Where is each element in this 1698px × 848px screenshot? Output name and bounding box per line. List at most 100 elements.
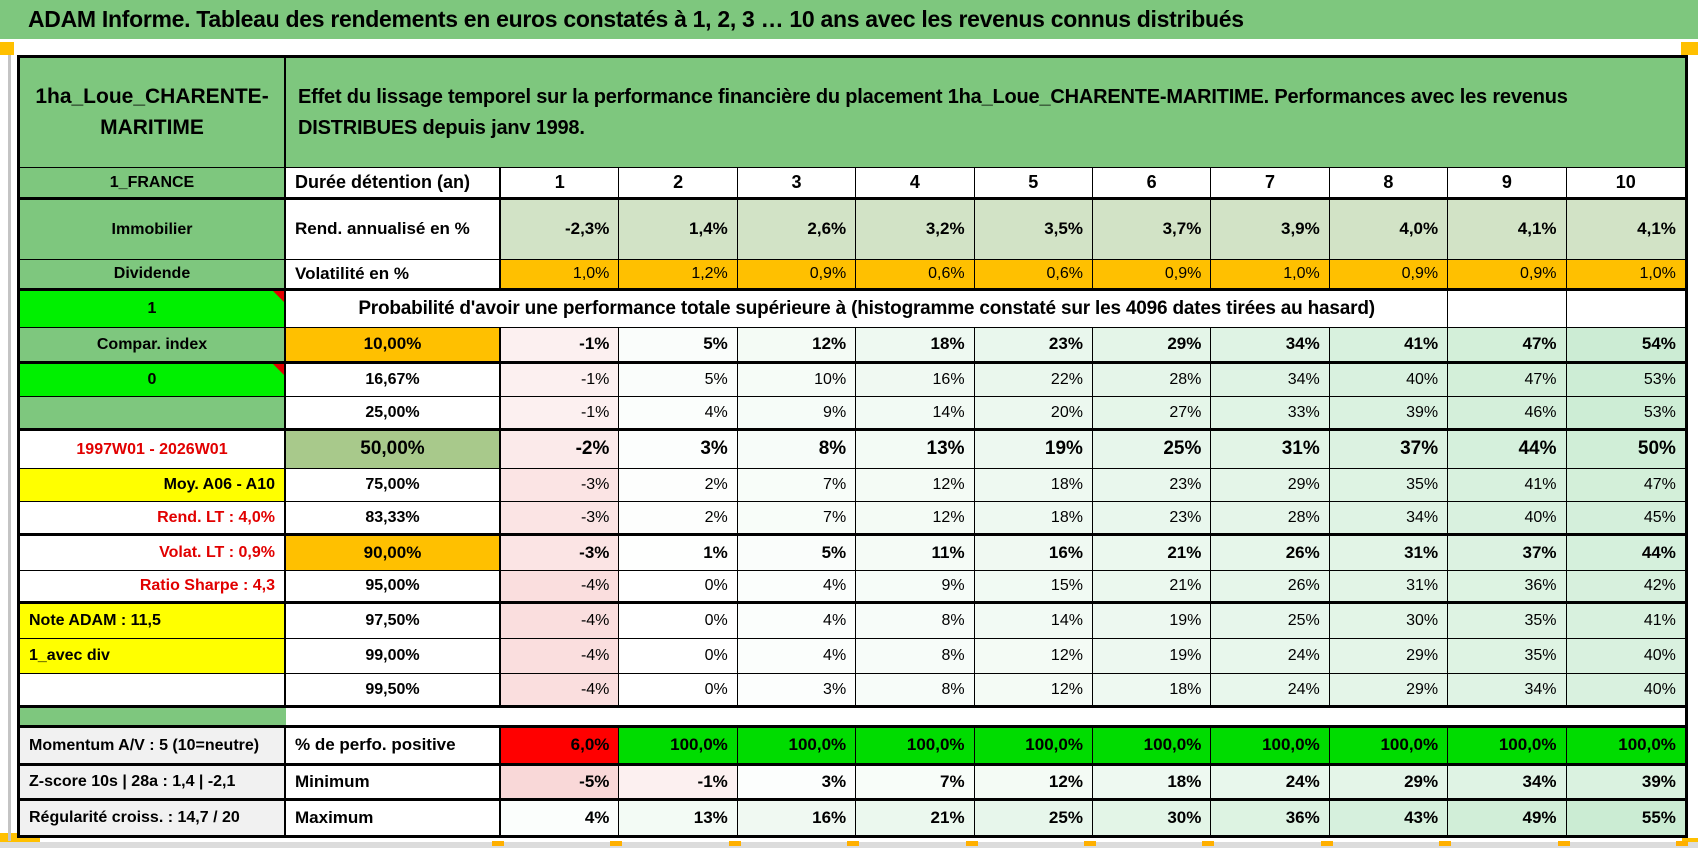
metric-label-cell[interactable]: 25,00%: [286, 397, 501, 428]
data-cell[interactable]: 34%: [1329, 502, 1449, 533]
data-cell[interactable]: 37%: [1329, 431, 1449, 468]
data-cell[interactable]: 47%: [1448, 328, 1567, 361]
data-cell[interactable]: 7%: [737, 469, 857, 501]
data-cell[interactable]: 41%: [1329, 328, 1449, 361]
row-label-cell[interactable]: Momentum A/V : 5 (10=neutre): [20, 728, 286, 763]
data-cell[interactable]: 29%: [1329, 674, 1449, 705]
metric-label-cell[interactable]: 10,00%: [286, 328, 501, 361]
data-cell[interactable]: 0,6%: [974, 260, 1093, 288]
row-label-cell[interactable]: 1997W01 - 2026W01: [20, 431, 286, 468]
data-cell[interactable]: 100,0%: [737, 728, 857, 763]
data-cell[interactable]: 3%: [737, 766, 857, 798]
data-cell[interactable]: 12%: [974, 766, 1093, 798]
metric-label-cell[interactable]: Minimum: [286, 766, 501, 798]
data-cell[interactable]: 35%: [1329, 469, 1449, 501]
data-cell[interactable]: 30%: [1092, 801, 1212, 835]
data-cell[interactable]: -3%: [501, 502, 620, 533]
metric-label-cell[interactable]: Durée détention (an): [286, 168, 501, 197]
row-label-cell[interactable]: [20, 397, 286, 428]
data-cell[interactable]: -2,3%: [501, 200, 620, 259]
data-cell[interactable]: -4%: [501, 674, 620, 705]
data-cell[interactable]: 41%: [1566, 604, 1685, 638]
data-cell[interactable]: 13%: [619, 801, 738, 835]
column-header-cell[interactable]: 9: [1448, 168, 1567, 197]
data-cell[interactable]: 12%: [974, 674, 1093, 705]
data-cell[interactable]: 45%: [1566, 502, 1685, 533]
data-cell[interactable]: 100,0%: [1092, 728, 1212, 763]
data-cell[interactable]: 21%: [1092, 536, 1212, 570]
data-cell[interactable]: 1,0%: [1566, 260, 1685, 288]
row-label-cell[interactable]: Immobilier: [20, 200, 286, 259]
data-cell[interactable]: 0%: [619, 571, 738, 601]
data-cell[interactable]: 47%: [1566, 469, 1685, 501]
data-cell[interactable]: 0,9%: [737, 260, 857, 288]
probability-caption-cell[interactable]: Probabilité d'avoir une performance tota…: [286, 291, 1449, 327]
data-cell[interactable]: 100,0%: [974, 728, 1093, 763]
data-cell[interactable]: 25%: [1211, 604, 1330, 638]
metric-label-cell[interactable]: 99,50%: [286, 674, 501, 705]
data-cell[interactable]: 1%: [619, 536, 738, 570]
row-label-cell[interactable]: Ratio Sharpe : 4,3: [20, 571, 286, 601]
data-cell[interactable]: 44%: [1566, 536, 1685, 570]
column-header-cell[interactable]: 3: [738, 168, 857, 197]
data-cell[interactable]: 40%: [1329, 364, 1449, 396]
data-cell[interactable]: 40%: [1448, 502, 1567, 533]
data-cell[interactable]: 43%: [1329, 801, 1449, 835]
data-cell[interactable]: 4%: [737, 571, 857, 601]
column-header-cell[interactable]: 10: [1615, 171, 1636, 192]
data-cell[interactable]: 3,5%: [974, 200, 1093, 259]
data-cell[interactable]: 50%: [1566, 431, 1685, 468]
data-cell[interactable]: 40%: [1566, 639, 1685, 673]
data-cell[interactable]: 13%: [856, 431, 975, 468]
column-header-cell[interactable]: 8: [1330, 168, 1449, 197]
data-cell[interactable]: 49%: [1448, 801, 1567, 835]
data-cell[interactable]: 40%: [1566, 674, 1685, 705]
data-cell[interactable]: 27%: [1092, 397, 1212, 428]
data-cell[interactable]: -1%: [619, 766, 738, 798]
data-cell[interactable]: 23%: [974, 328, 1093, 361]
row-label-cell[interactable]: Note ADAM : 11,5: [20, 604, 286, 638]
data-cell[interactable]: 37%: [1448, 536, 1567, 570]
data-cell[interactable]: 54%: [1566, 328, 1685, 361]
column-header-cell[interactable]: 4: [856, 168, 975, 197]
data-cell[interactable]: 16%: [974, 536, 1093, 570]
data-cell[interactable]: -1%: [501, 397, 620, 428]
data-cell[interactable]: 31%: [1211, 431, 1330, 468]
data-cell[interactable]: 24%: [1211, 766, 1330, 798]
data-cell[interactable]: 1,2%: [619, 260, 738, 288]
column-header-cell[interactable]: 2: [619, 168, 738, 197]
row-label-cell[interactable]: Z-score 10s | 28a : 1,4 | -2,1: [20, 766, 286, 798]
data-cell[interactable]: 0,6%: [856, 260, 975, 288]
data-cell[interactable]: 3,9%: [1211, 200, 1330, 259]
data-cell[interactable]: -3%: [501, 536, 620, 570]
data-cell[interactable]: -4%: [501, 639, 620, 673]
data-cell[interactable]: 35%: [1448, 604, 1567, 638]
data-cell[interactable]: 8%: [856, 604, 975, 638]
data-cell[interactable]: 33%: [1211, 397, 1330, 428]
data-cell[interactable]: 4%: [737, 604, 857, 638]
data-cell[interactable]: 28%: [1092, 364, 1212, 396]
column-header-cell[interactable]: 7: [1211, 168, 1330, 197]
data-cell[interactable]: 18%: [1092, 766, 1212, 798]
data-cell[interactable]: 25%: [1092, 431, 1212, 468]
data-cell[interactable]: 1,4%: [619, 200, 738, 259]
data-cell[interactable]: 19%: [974, 431, 1093, 468]
data-cell[interactable]: 8%: [856, 639, 975, 673]
row-label-cell[interactable]: Dividende: [20, 260, 286, 288]
data-cell[interactable]: -4%: [501, 571, 620, 601]
data-cell[interactable]: 26%: [1211, 536, 1330, 570]
column-header-cell[interactable]: 1: [501, 168, 620, 197]
data-cell[interactable]: 39%: [1566, 766, 1685, 798]
column-header-cell[interactable]: 5: [975, 168, 1093, 197]
data-cell[interactable]: 53%: [1566, 364, 1685, 396]
data-cell[interactable]: 8%: [856, 674, 975, 705]
metric-label-cell[interactable]: 16,67%: [286, 364, 501, 396]
row-label-cell[interactable]: Moy. A06 - A10: [20, 469, 286, 501]
data-cell[interactable]: 2,6%: [737, 200, 857, 259]
row-label-cell[interactable]: Régularité croiss. : 14,7 / 20: [20, 801, 286, 835]
data-cell[interactable]: 12%: [856, 469, 975, 501]
data-cell[interactable]: 46%: [1448, 397, 1567, 428]
data-cell[interactable]: 24%: [1211, 674, 1330, 705]
row-label-cell[interactable]: [20, 674, 286, 705]
data-cell[interactable]: 3,2%: [856, 200, 975, 259]
